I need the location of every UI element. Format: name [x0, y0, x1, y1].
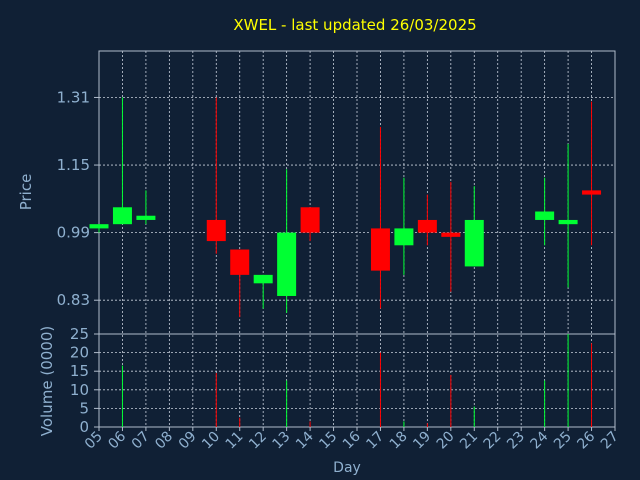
- candle-12: [253, 274, 273, 309]
- candle-17: [370, 127, 390, 309]
- price-tick-label: 0.99: [57, 224, 90, 242]
- candle-06: [112, 97, 132, 225]
- x-tick-label: 17: [363, 429, 387, 453]
- candle-05: [89, 224, 109, 233]
- price-tick-label: 1.15: [57, 156, 90, 174]
- candle-body: [112, 207, 132, 225]
- volume-tick-label: 0: [79, 418, 89, 436]
- x-tick-label: 22: [481, 429, 505, 453]
- x-tick-label: 15: [316, 429, 340, 453]
- chart-title: XWEL - last updated 26/03/2025: [233, 16, 476, 34]
- x-tick-label: 09: [176, 429, 200, 453]
- candle-body: [230, 249, 250, 275]
- candle-body: [558, 219, 578, 225]
- price-tick-label: 1.31: [57, 88, 90, 106]
- candle-14: [300, 207, 320, 242]
- x-tick-label: 25: [551, 429, 575, 453]
- candle-body: [277, 232, 297, 296]
- volume-tick-label: 10: [70, 381, 89, 399]
- candle-26: [582, 101, 602, 246]
- x-tick-label: 08: [152, 429, 176, 453]
- candle-07: [136, 190, 156, 225]
- volume-tick-label: 5: [79, 399, 89, 417]
- candle-25: [558, 143, 578, 288]
- price-axis-label: Price: [17, 174, 35, 211]
- candle-11: [230, 249, 250, 318]
- candle-body: [441, 232, 461, 237]
- volume-tick-label: 15: [70, 362, 89, 380]
- x-tick-label: 26: [574, 428, 598, 452]
- x-tick-label: 12: [246, 429, 270, 453]
- day-axis-label: Day: [333, 460, 361, 476]
- x-tick-label: 11: [223, 429, 247, 453]
- x-tick-label: 16: [340, 428, 364, 452]
- x-tick-label: 23: [504, 429, 528, 453]
- x-tick-label: 07: [129, 429, 153, 453]
- candle-24: [535, 177, 555, 246]
- candle-20: [441, 181, 461, 292]
- candle-body: [89, 224, 109, 229]
- volume-axis-label: Volume (0000): [38, 326, 56, 436]
- volume-tick-label: 25: [70, 325, 89, 343]
- x-tick-label: 14: [293, 428, 317, 452]
- x-tick-label: 06: [105, 428, 129, 452]
- candle-body: [136, 215, 156, 220]
- x-tick-label: 20: [434, 429, 458, 453]
- x-tick-label: 24: [528, 428, 552, 452]
- candle-13: [277, 169, 297, 313]
- candle-body: [582, 190, 602, 195]
- price-tick-label: 0.83: [57, 291, 90, 309]
- candle-body: [370, 228, 390, 271]
- x-tick-label: 13: [270, 429, 294, 453]
- x-tick-label: 27: [598, 429, 622, 453]
- candle-body: [394, 228, 414, 246]
- candle-10: [206, 97, 226, 254]
- candle-body: [417, 219, 437, 233]
- candle-19: [417, 194, 437, 246]
- x-tick-label: 18: [387, 429, 411, 453]
- x-tick-label: 19: [410, 429, 434, 453]
- candle-body: [464, 219, 484, 267]
- candle-18: [394, 177, 414, 275]
- x-tick-label: 10: [199, 429, 223, 453]
- candle-body: [206, 219, 226, 242]
- x-tick-label: 21: [457, 429, 481, 453]
- candle-body: [535, 211, 555, 220]
- candle-body: [253, 274, 273, 284]
- volume-tick-label: 20: [70, 344, 89, 362]
- candle-21: [464, 186, 484, 267]
- candle-body: [300, 207, 320, 233]
